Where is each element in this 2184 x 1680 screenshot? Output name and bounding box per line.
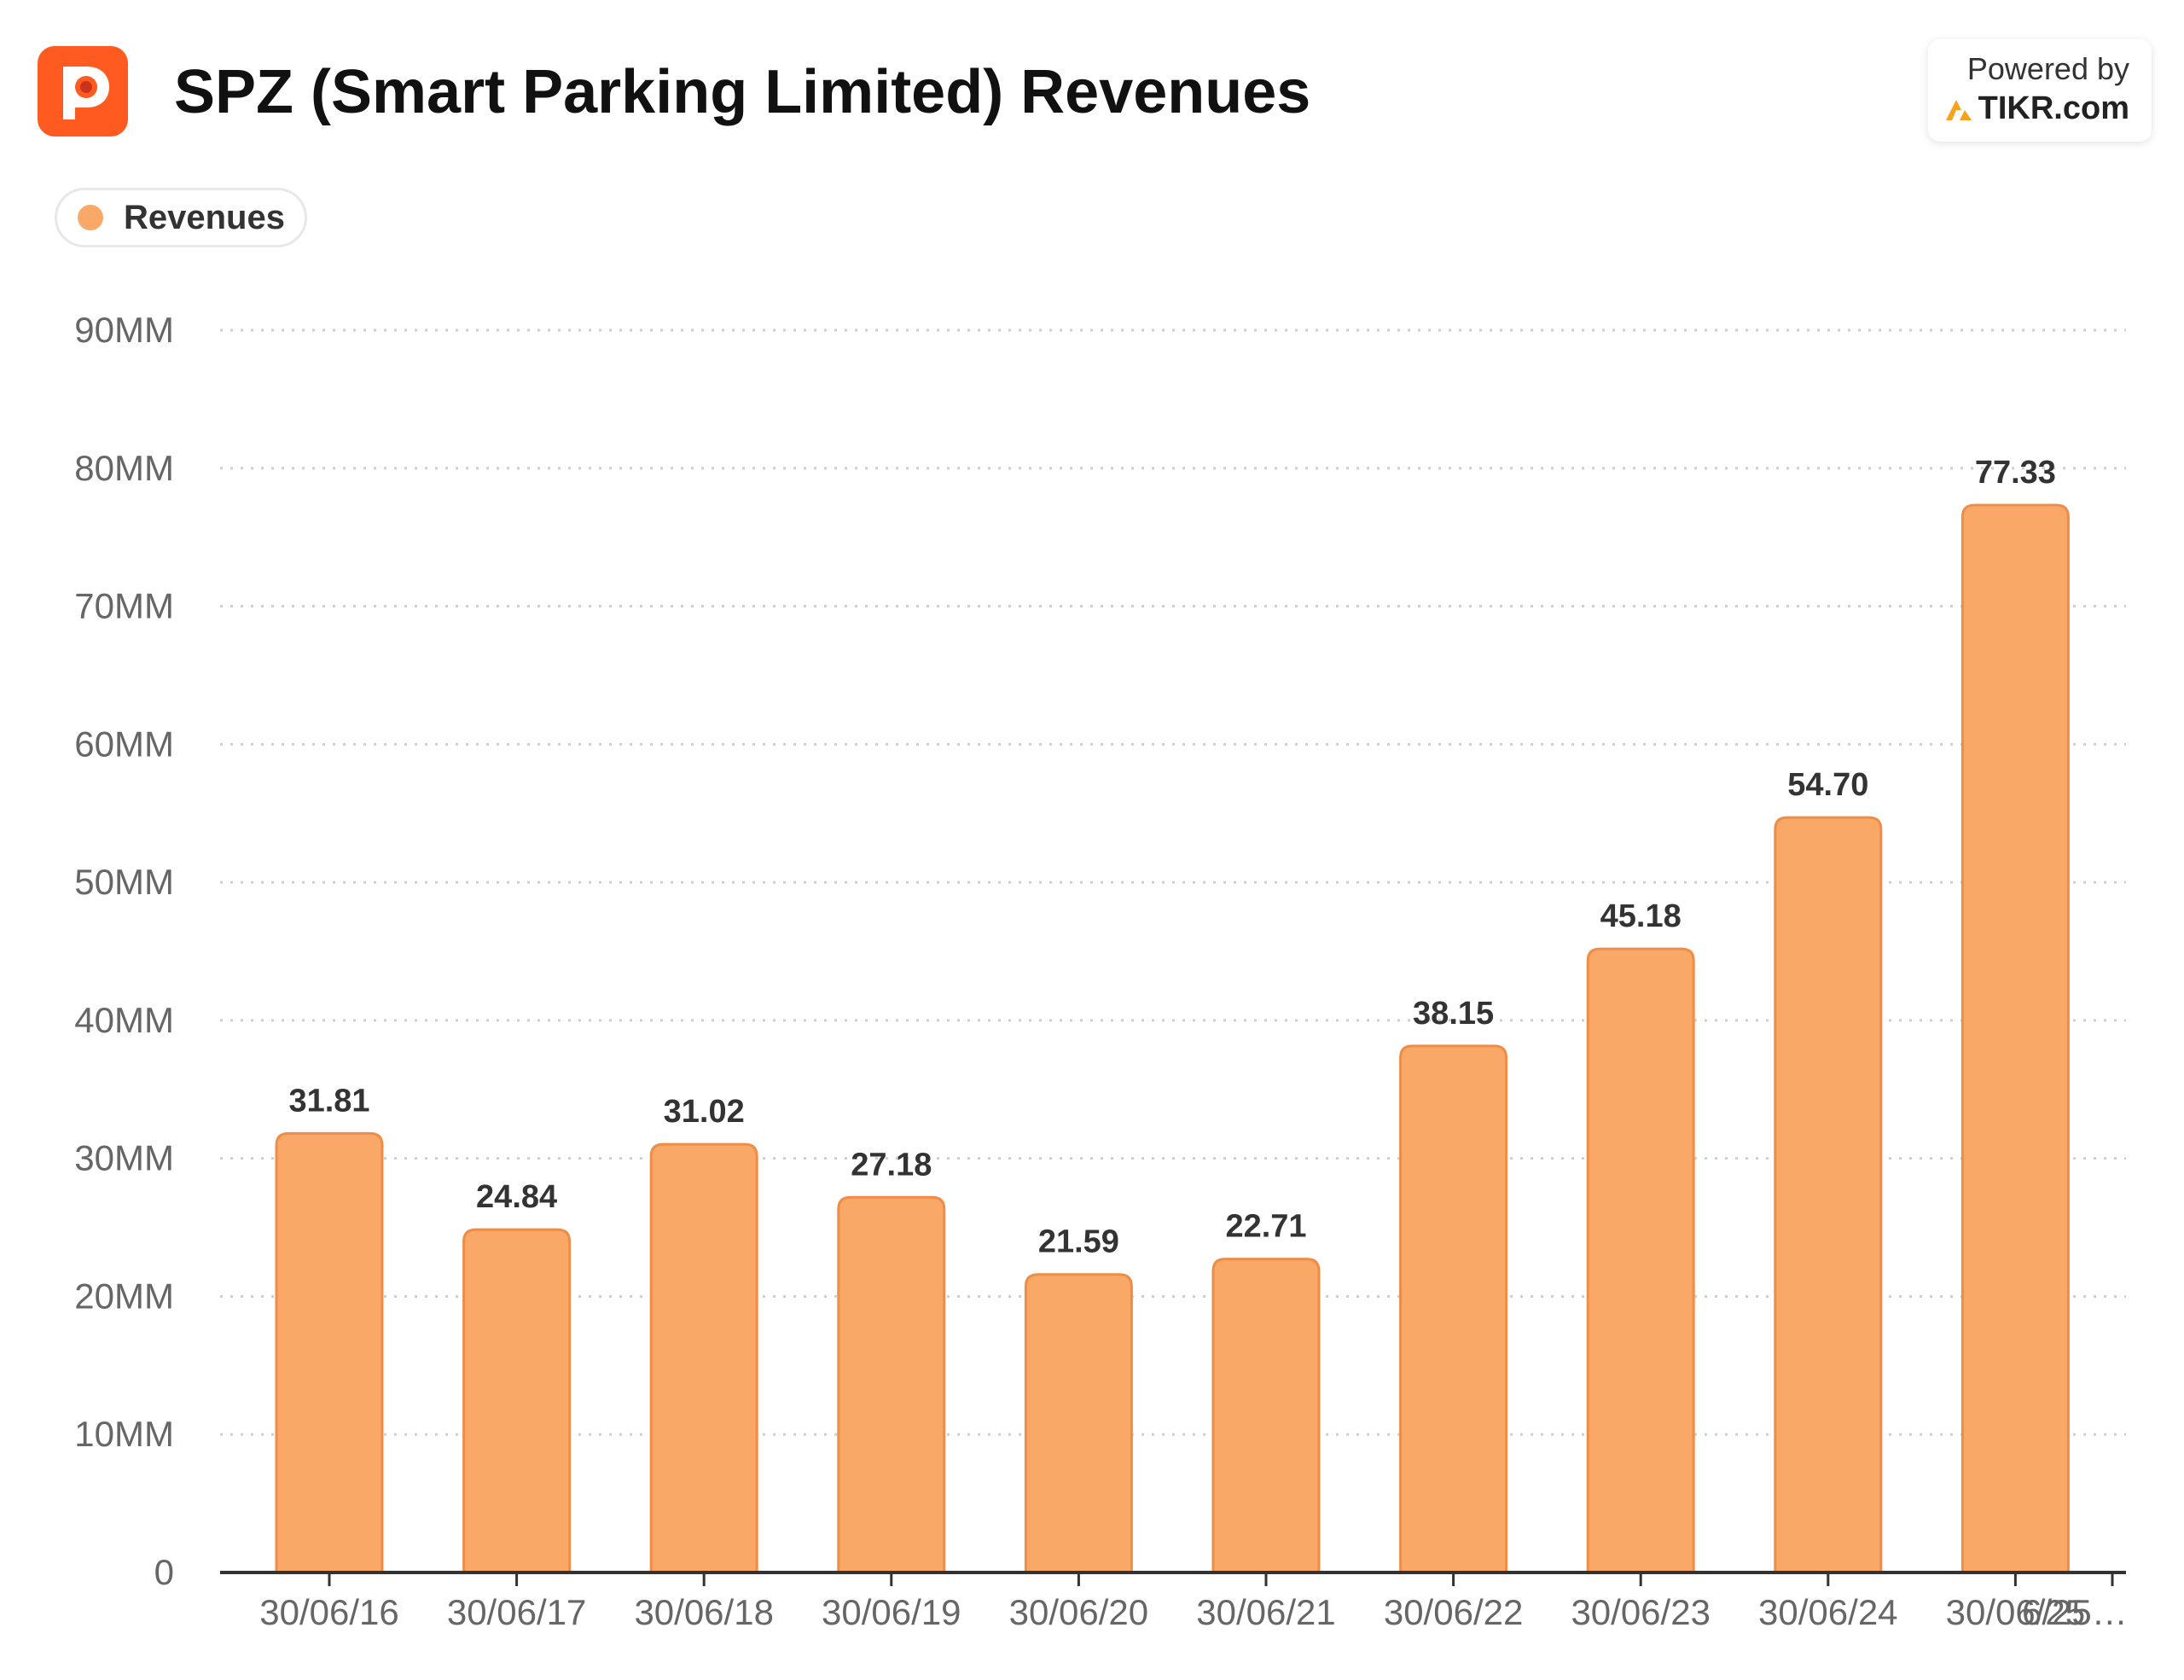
x-tick-label: 30/06/19 <box>822 1592 961 1632</box>
chart-title: SPZ (Smart Parking Limited) Revenues <box>174 58 1311 126</box>
brand-label: TIKR.com <box>1978 90 2129 126</box>
brand-name: TIKR.com <box>1944 90 2129 127</box>
x-tick-label: 30/06/18 <box>634 1592 774 1632</box>
app-logo <box>38 46 128 137</box>
y-tick-label: 70MM <box>74 586 174 626</box>
legend-label: Revenues <box>124 198 285 236</box>
bar <box>1211 1258 1321 1574</box>
parking-logo-icon <box>63 67 109 119</box>
x-tick-label: 30/06/17 <box>447 1592 587 1632</box>
data-label: 77.33 <box>1975 455 2056 491</box>
powered-by-text: Powered by <box>1966 51 2129 86</box>
data-label: 31.81 <box>288 1083 369 1119</box>
data-label: 31.02 <box>664 1094 745 1130</box>
bar <box>1960 503 2070 1574</box>
data-label: 38.15 <box>1413 996 1494 1032</box>
x-tick-label: 30/06/23 <box>1571 1592 1711 1632</box>
x-tick-label: 30/06/16 <box>259 1592 399 1632</box>
bar <box>837 1195 946 1574</box>
y-tick-label: 40MM <box>74 1000 174 1040</box>
data-label: 24.84 <box>476 1179 557 1215</box>
bar <box>1024 1273 1133 1574</box>
legend-swatch <box>78 205 103 230</box>
y-tick-label: 60MM <box>74 724 174 764</box>
y-tick-label: 90MM <box>74 310 174 350</box>
data-label: 54.70 <box>1787 767 1868 803</box>
y-tick-label: 0 <box>154 1552 174 1592</box>
data-label: 45.18 <box>1600 898 1682 934</box>
x-tick-label-overflow: 6/25… <box>2022 1592 2128 1632</box>
y-tick-label: 20MM <box>74 1276 174 1316</box>
y-tick-label: 10MM <box>74 1414 174 1454</box>
data-label: 27.18 <box>851 1147 932 1183</box>
x-tick-label: 30/06/22 <box>1384 1592 1524 1632</box>
x-tick-label: 30/06/21 <box>1196 1592 1336 1632</box>
y-tick-label: 30MM <box>74 1138 174 1178</box>
x-tick-label: 30/06/25 <box>1946 1592 2086 1632</box>
bar <box>649 1142 758 1574</box>
legend-item-revenues[interactable]: Revenues <box>55 188 307 247</box>
bar <box>462 1228 572 1574</box>
bar <box>275 1131 384 1574</box>
y-tick-label: 50MM <box>74 862 174 902</box>
tikr-logo-icon <box>1945 99 1972 120</box>
x-tick-label: 30/06/24 <box>1758 1592 1898 1632</box>
x-tick-label: 30/06/20 <box>1009 1592 1149 1632</box>
bar <box>1399 1044 1508 1574</box>
powered-by-badge[interactable]: Powered by TIKR.com <box>1928 39 2152 142</box>
data-label: 21.59 <box>1038 1224 1119 1260</box>
data-label: 22.71 <box>1225 1209 1306 1245</box>
bar <box>1586 947 1695 1574</box>
y-tick-label: 80MM <box>74 448 174 488</box>
bar <box>1774 816 1883 1574</box>
